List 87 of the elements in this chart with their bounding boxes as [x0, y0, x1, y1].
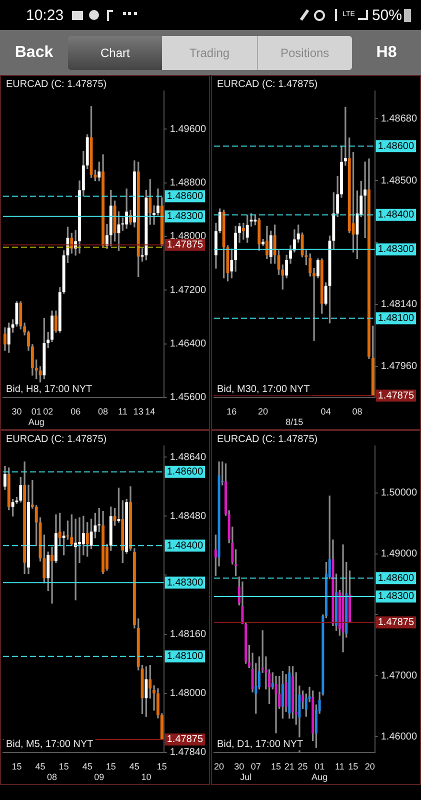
x-tick-label: 08 — [47, 772, 58, 782]
y-tick-label: 1.48160 — [170, 629, 206, 640]
x-tick-label: 15 — [12, 761, 22, 772]
x-tick-label: 15 — [348, 761, 358, 772]
y-tick-label: 1.46400 — [170, 338, 206, 350]
x-tick-label: 20 — [214, 761, 224, 772]
x-tick-label: 11 — [334, 761, 344, 772]
annotation: Bid, M30, 17:00 NYT — [217, 384, 310, 396]
x-tick-label: 02 — [43, 406, 54, 416]
text: Back — [14, 44, 54, 62]
y-tick-label: 1.48480 — [170, 510, 206, 522]
y-tick-label: 1.47000 — [380, 670, 418, 682]
y-tick-label: 1.46000 — [380, 731, 418, 742]
x-tick-label: 45 — [129, 761, 140, 772]
x-tick-label: 01 Aug — [28, 406, 44, 428]
ref-line-label: 1.47875 — [378, 617, 414, 628]
ref-line-label: 1.48100 — [166, 651, 204, 662]
y-tick-label: 1.48640 — [170, 452, 206, 463]
x-tick-label: 14 — [145, 406, 156, 416]
ref-line-label: 1.48600 — [378, 572, 414, 584]
x-tick-label: 30 — [234, 761, 244, 772]
text: Trading — [162, 36, 258, 70]
ref-line-label: 1.48600 — [166, 466, 204, 478]
x-tick-label: 20 — [364, 761, 375, 772]
y-tick-label: 1.48680 — [380, 113, 418, 124]
x-tick-label: 15 — [270, 761, 282, 772]
x-tick-label: 15 — [156, 761, 167, 772]
x-tick-label: 45 — [82, 761, 92, 772]
y-tick-label: 1.47200 — [170, 284, 206, 296]
y-tick-label: 1.50000 — [380, 488, 418, 499]
annotation: Bid, M5, 17:00 NYT — [6, 739, 94, 750]
ref-line-label: 1.47875 — [378, 390, 414, 402]
x-tick-label: 04 — [320, 406, 331, 416]
x-tick-label: 08 — [98, 406, 108, 416]
ref-line-label: 1.48100 — [378, 312, 414, 324]
x-tick-label: 06 — [70, 406, 81, 416]
x-tick-label: 16 — [226, 406, 237, 416]
x-tick-label: 01 Aug — [312, 761, 328, 782]
ref-line-label: 1.48600 — [166, 191, 204, 202]
y-tick-label: 1.48000 — [170, 688, 206, 700]
ref-line-label: 1.48300 — [378, 244, 414, 256]
x-tick-label: 10 — [141, 772, 152, 782]
ref-line-label: 1.47875 — [166, 240, 204, 251]
x-tick-label: 30 — [12, 406, 22, 416]
x-tick-label: 11 — [118, 406, 128, 416]
y-tick-label: 1.48500 — [380, 175, 418, 186]
annotation: Bid, D1, 17:00 NYT — [217, 739, 304, 750]
x-tick-label: Jul — [240, 772, 252, 782]
ref-line-label: 1.48600 — [378, 140, 414, 152]
x-tick-label: 45 — [35, 761, 46, 772]
text: Positions — [258, 36, 352, 70]
y-tick-label: 1.48800 — [170, 178, 206, 189]
candlestick — [274, 676, 278, 734]
x-tick-label: 25 — [298, 761, 308, 772]
ref-line-label: 1.47875 — [166, 734, 204, 746]
chart-title: EURCAD (C: 1.47875) — [217, 434, 318, 445]
x-tick-label: 07 — [250, 761, 261, 772]
candlestick — [50, 546, 54, 604]
candlestick — [364, 162, 367, 238]
candlestick — [242, 222, 245, 240]
y-tick-label: 1.47960 — [380, 361, 418, 372]
x-tick-label: 08 — [352, 406, 362, 416]
y-tick-label: 1.49000 — [380, 548, 418, 560]
ref-line-label: 1.48300 — [166, 577, 204, 588]
ref-line-label: 1.48300 — [378, 591, 414, 602]
text: H8 — [375, 44, 398, 62]
x-tick-label: 15 — [106, 761, 116, 772]
x-tick-label: 21 — [284, 761, 294, 772]
text: 50% — [372, 6, 402, 24]
text: Chart — [68, 36, 162, 70]
ref-line-label: 1.48400 — [378, 210, 414, 221]
x-tick-label: 09 — [94, 772, 104, 782]
ref-line-label: 1.48400 — [166, 540, 204, 552]
y-tick-label: 1.47840 — [170, 747, 206, 758]
x-tick-label: 15 — [58, 761, 69, 772]
chart-title: EURCAD (C: 1.47875) — [6, 434, 107, 445]
y-tick-label: 1.48140 — [380, 299, 418, 310]
y-tick-label: 1.45600 — [170, 392, 206, 404]
y-tick-label: 1.49600 — [170, 124, 206, 135]
chart-title: EURCAD (C: 1.47875) — [217, 78, 318, 90]
ref-line-label: 1.48300 — [166, 211, 204, 222]
x-tick-label: 8/15 — [286, 417, 304, 428]
annotation: Bid, H8, 17:00 NYT — [6, 384, 92, 396]
x-tick-label: 20 — [258, 406, 268, 416]
text: 10:23 — [26, 6, 64, 24]
x-tick-label: 13 — [133, 406, 144, 416]
chart-title: EURCAD (C: 1.47875) — [6, 78, 107, 90]
